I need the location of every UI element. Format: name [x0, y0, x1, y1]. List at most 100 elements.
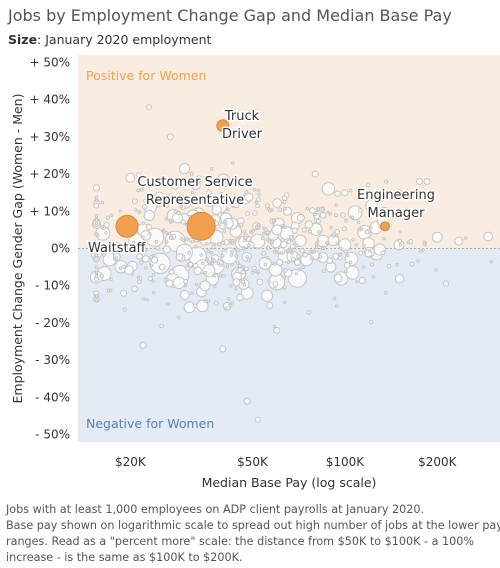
job-bubble	[199, 280, 211, 292]
job-bubble	[100, 225, 104, 229]
job-bubble	[151, 290, 156, 295]
job-bubble	[213, 300, 219, 306]
job-bubble	[141, 297, 146, 301]
job-bubble	[234, 287, 238, 291]
job-bubble	[193, 182, 198, 187]
job-bubble	[358, 276, 366, 285]
job-bubble	[194, 282, 199, 287]
job-bubble	[316, 207, 320, 211]
subtitle-size-label: Size	[8, 32, 38, 47]
job-bubble	[137, 210, 141, 215]
job-bubble	[354, 243, 359, 247]
job-bubble	[245, 255, 249, 259]
job-bubble	[302, 252, 308, 258]
job-bubble	[194, 244, 198, 249]
job-bubble	[183, 283, 188, 288]
footnote-line: increase - is the same as $100K to $200K…	[6, 551, 243, 564]
job-bubble	[147, 275, 153, 282]
job-bubble	[241, 247, 246, 251]
job-bubble	[206, 190, 212, 196]
job-bubble	[398, 243, 403, 247]
job-bubble	[242, 282, 247, 287]
subtitle-size-text: : January 2020 employment	[37, 32, 212, 47]
job-bubble	[382, 236, 386, 241]
job-bubble	[143, 209, 155, 221]
job-bubble	[204, 299, 208, 303]
job-bubble	[341, 189, 349, 197]
footnote-line: Jobs with at least 1,000 employees on AD…	[6, 503, 425, 516]
job-bubble	[94, 298, 99, 303]
job-bubble	[355, 279, 359, 284]
job-bubble	[164, 240, 169, 244]
job-bubble	[218, 274, 223, 278]
job-bubble	[190, 190, 195, 195]
job-bubble	[307, 229, 312, 234]
job-bubble	[338, 255, 343, 261]
job-bubble	[320, 246, 325, 251]
job-bubble	[286, 248, 290, 253]
job-bubble	[397, 238, 403, 244]
job-bubble	[122, 264, 127, 269]
job-bubble	[371, 275, 376, 279]
job-bubble	[183, 301, 196, 314]
job-bubble	[229, 253, 234, 257]
job-bubble	[304, 220, 314, 229]
job-bubble	[213, 284, 217, 289]
job-bubble	[209, 250, 214, 255]
job-bubble	[244, 189, 249, 195]
job-bubble	[200, 199, 204, 203]
job-bubble	[283, 225, 287, 229]
job-bubble	[335, 241, 339, 246]
x-axis-title: Median Base Pay (log scale)	[202, 475, 377, 490]
job-bubble	[226, 297, 231, 301]
job-bubble	[179, 204, 183, 209]
job-bubble	[175, 252, 184, 261]
job-bubble	[265, 255, 269, 260]
job-bubble	[244, 192, 254, 202]
job-bubble	[166, 133, 174, 141]
job-bubble	[296, 213, 305, 222]
job-bubble	[361, 265, 366, 269]
job-bubble	[256, 269, 260, 274]
job-bubble	[356, 220, 361, 224]
job-bubble	[179, 290, 190, 300]
job-bubble	[172, 276, 186, 290]
job-bubble	[155, 245, 161, 251]
job-bubble	[282, 199, 287, 204]
job-bubble	[338, 246, 343, 251]
job-bubble	[120, 289, 128, 297]
job-bubble	[283, 268, 288, 273]
job-bubble	[94, 218, 99, 222]
job-bubble	[334, 203, 338, 207]
job-bubble	[167, 231, 172, 236]
job-bubble	[206, 249, 211, 253]
job-bubble	[143, 199, 147, 203]
job-bubble	[119, 243, 126, 250]
job-bubble	[489, 260, 494, 264]
x-tick-label: $20K	[115, 455, 147, 469]
job-bubble	[266, 206, 271, 211]
job-bubble	[243, 397, 251, 405]
job-bubble	[230, 262, 234, 267]
job-bubble	[223, 220, 227, 224]
job-bubble	[326, 210, 330, 215]
y-tick-label: + 50%	[29, 55, 70, 69]
job-bubble	[290, 251, 294, 255]
job-bubble	[289, 243, 296, 250]
job-bubble	[102, 253, 106, 258]
job-bubble	[104, 231, 108, 235]
job-bubble	[201, 261, 205, 266]
job-bubble	[369, 320, 374, 325]
job-bubble	[143, 248, 148, 253]
job-bubble	[266, 238, 270, 242]
job-bubble	[217, 197, 226, 205]
job-bubble	[286, 239, 292, 245]
job-bubble	[297, 268, 301, 272]
job-bubble	[331, 234, 336, 238]
job-bubble	[282, 275, 287, 280]
job-bubble	[183, 278, 189, 284]
job-bubble	[241, 265, 245, 269]
job-bubble	[348, 260, 353, 265]
job-bubble	[164, 231, 169, 235]
job-bubble	[483, 231, 494, 242]
